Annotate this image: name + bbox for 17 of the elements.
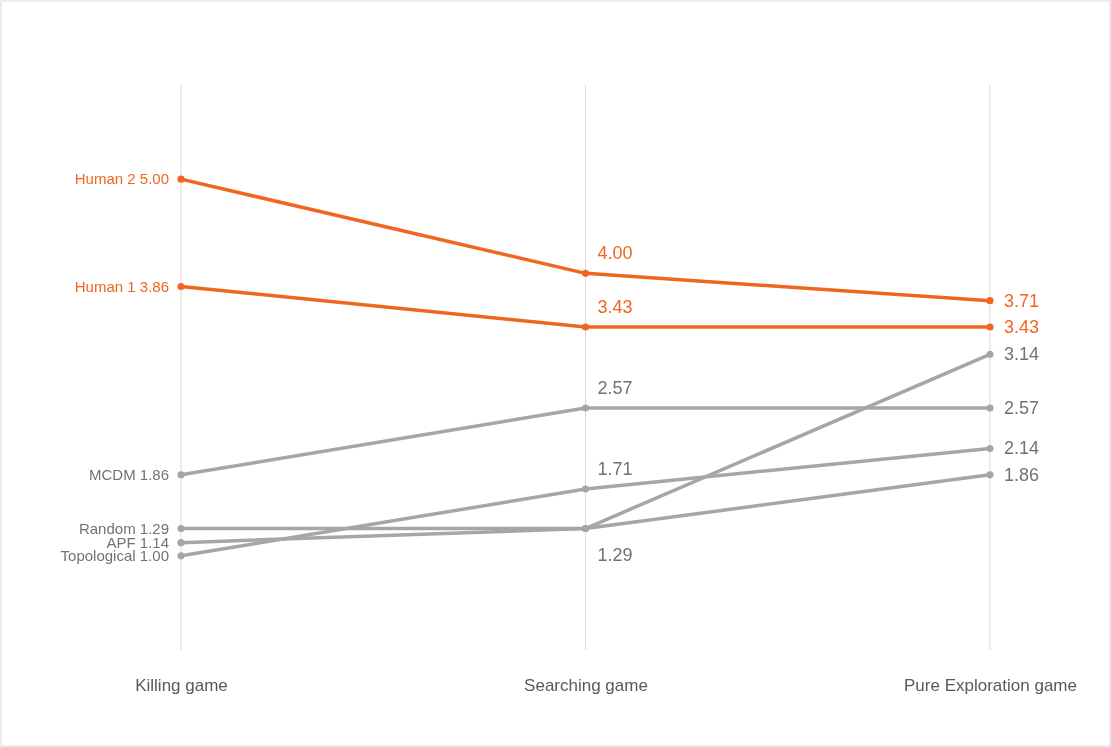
data-label: 3.14 bbox=[1004, 344, 1040, 365]
data-label: 1.86 bbox=[1004, 464, 1040, 485]
data-label: 1.29 bbox=[597, 544, 633, 565]
x-tick-label: Searching game bbox=[524, 676, 648, 696]
x-tick-label: Killing game bbox=[135, 676, 228, 696]
data-label: 4.00 bbox=[597, 243, 633, 264]
data-label: 2.14 bbox=[1004, 438, 1040, 459]
x-tick-label: Pure Exploration game bbox=[904, 676, 1077, 696]
data-label: 2.57 bbox=[597, 377, 633, 398]
text: MCDM 1.86 bbox=[88, 465, 169, 483]
text: Human 2 5.00 bbox=[74, 170, 169, 188]
data-label: 2.57 bbox=[1004, 397, 1040, 418]
data-label: 1.71 bbox=[597, 458, 633, 479]
text: Human 1 3.86 bbox=[74, 277, 169, 295]
data-label: 3.43 bbox=[597, 297, 633, 318]
data-label: 3.43 bbox=[1004, 317, 1040, 338]
data-label: 3.71 bbox=[1004, 290, 1040, 311]
